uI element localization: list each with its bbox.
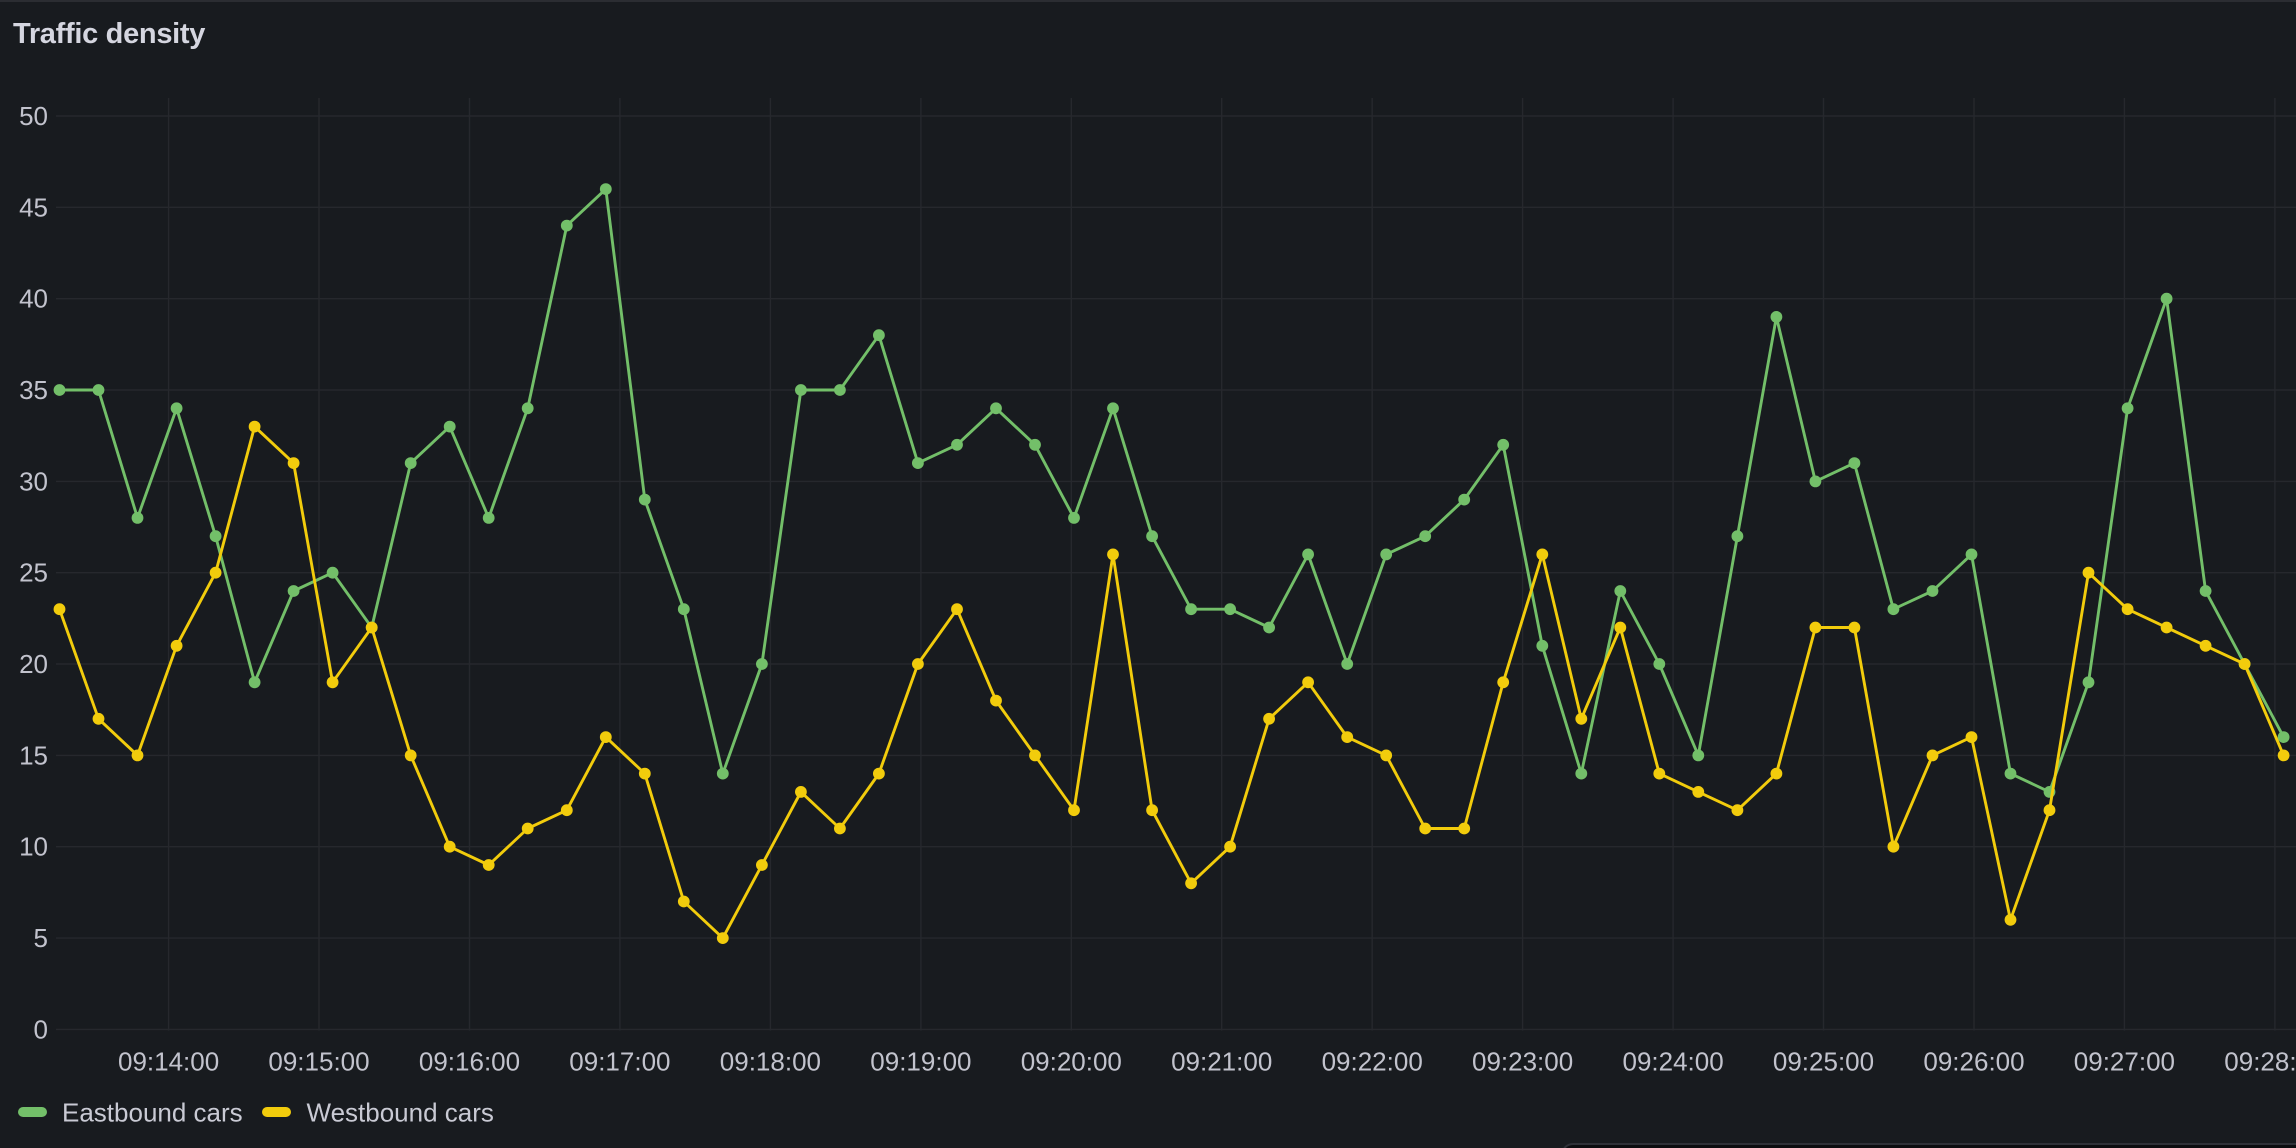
svg-text:09:18:00: 09:18:00 [720, 1047, 821, 1077]
svg-text:09:25:00: 09:25:00 [1773, 1047, 1874, 1077]
svg-text:45: 45 [19, 192, 48, 222]
svg-text:0: 0 [34, 1014, 48, 1044]
svg-text:50: 50 [19, 101, 48, 131]
svg-text:09:26:00: 09:26:00 [1923, 1047, 2024, 1077]
svg-text:Westbound cars: Westbound cars [307, 1098, 494, 1128]
svg-text:09:19:00: 09:19:00 [870, 1047, 971, 1077]
svg-text:20: 20 [19, 649, 48, 679]
svg-text:09:20:00: 09:20:00 [1021, 1047, 1122, 1077]
svg-text:40: 40 [19, 284, 48, 314]
svg-text:09:15:00: 09:15:00 [268, 1047, 369, 1077]
svg-text:09:22:00: 09:22:00 [1322, 1047, 1423, 1077]
svg-text:10: 10 [19, 832, 48, 862]
svg-text:35: 35 [19, 375, 48, 405]
svg-text:09:21:00: 09:21:00 [1171, 1047, 1272, 1077]
svg-text:25: 25 [19, 558, 48, 588]
svg-text:09:17:00: 09:17:00 [569, 1047, 670, 1077]
svg-text:Eastbound cars: Eastbound cars [62, 1098, 243, 1128]
svg-text:09:23:00: 09:23:00 [1472, 1047, 1573, 1077]
svg-text:09:14:00: 09:14:00 [118, 1047, 219, 1077]
svg-text:5: 5 [34, 923, 48, 953]
svg-text:30: 30 [19, 466, 48, 496]
svg-text:15: 15 [19, 740, 48, 770]
svg-text:09:28:00: 09:28:00 [2224, 1047, 2296, 1077]
svg-text:09:16:00: 09:16:00 [419, 1047, 520, 1077]
svg-text:09:27:00: 09:27:00 [2074, 1047, 2175, 1077]
svg-text:09:24:00: 09:24:00 [1622, 1047, 1723, 1077]
